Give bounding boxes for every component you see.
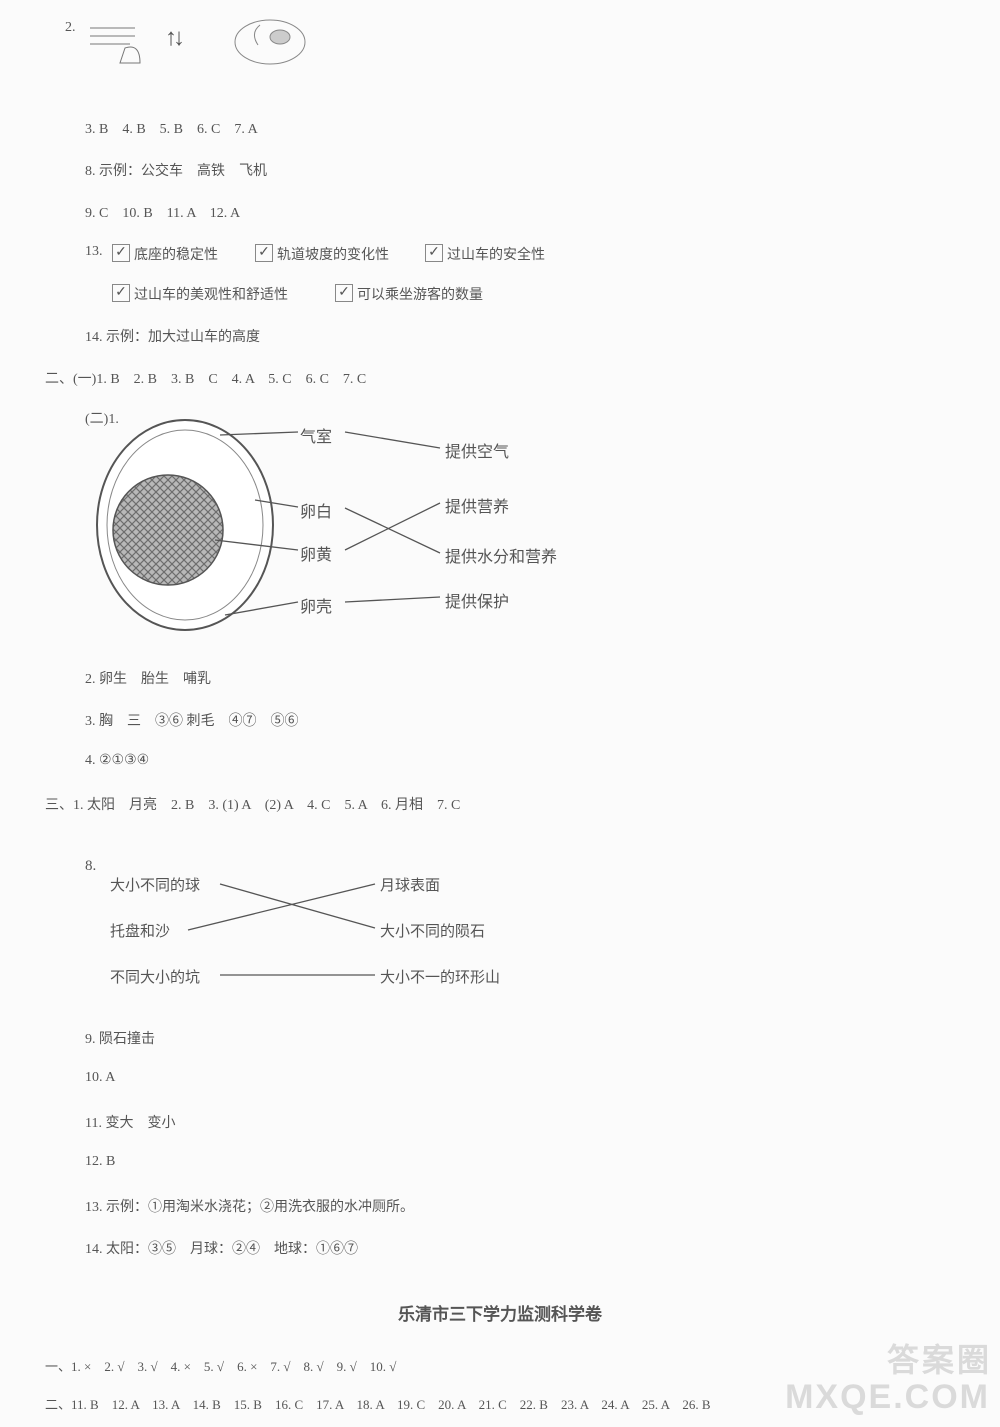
row-3-9: 9. 陨石撞击 xyxy=(85,1028,155,1048)
row-3-12: 12. B xyxy=(85,1154,115,1170)
row-3-13: 13. 示例：①用淘米水浇花；②用洗衣服的水冲厕所。 xyxy=(85,1196,414,1216)
paper-title-2: 乐清市三下学力监测科学卷 xyxy=(0,1300,1000,1325)
match-lines-svg xyxy=(0,0,600,1000)
watermark-text-1: 答案圈 xyxy=(887,1335,992,1381)
page-root: 2. ↑↓ 3. B 4. B 5. B 6. C 7. A 8. 示例：公交车… xyxy=(0,0,1000,1427)
row-3-14: 14. 太阳：③⑤ 月球：②④ 地球：①⑥⑦ xyxy=(85,1238,358,1258)
bottom-sec1: 一、1. × 2. √ 3. √ 4. × 5. √ 6. × 7. √ 8. … xyxy=(45,1356,396,1375)
bottom-sec2: 二、11. B 12. A 13. A 14. B 15. B 16. C 17… xyxy=(45,1394,711,1413)
row-3-11: 11. 变大 变小 xyxy=(85,1112,175,1132)
row-3-10: 10. A xyxy=(85,1070,115,1086)
watermark-text-2: MXQE.COM xyxy=(785,1378,990,1417)
